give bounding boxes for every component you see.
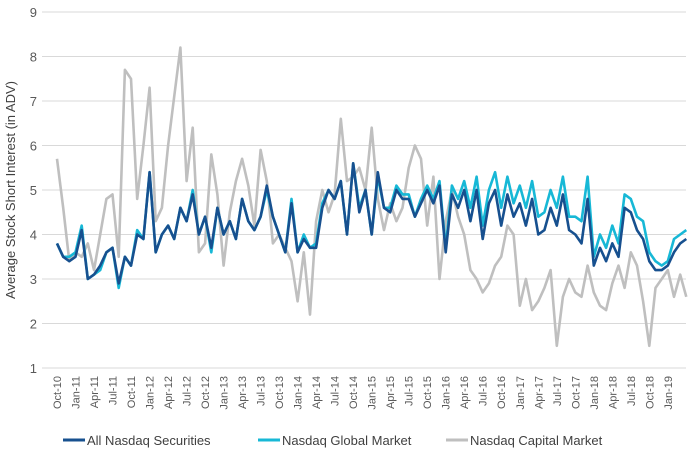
x-tick-label: Jul-15 [404,376,416,406]
x-tick-label: Oct-18 [644,376,656,409]
series-lines [55,46,688,348]
x-tick-label: Jan-18 [589,376,601,410]
x-tick-label: Jul-13 [256,376,268,406]
x-tick-label: Apr-18 [607,376,619,409]
x-tick-label: Apr-13 [237,376,249,409]
x-tick-label: Jul-18 [626,376,638,406]
x-tick-label: Jan-13 [219,376,231,410]
x-tick-label: Apr-17 [533,376,545,409]
x-tick-label: Jan-14 [293,376,305,410]
x-tick-label: Jul-14 [330,376,342,406]
y-axis-title: Average Stock Short Interest (in ADV) [3,81,18,299]
y-tick-label: 6 [30,139,37,154]
series-line-all-nasdaq-securities [55,162,688,285]
y-tick-label: 8 [30,50,37,65]
x-tick-label: Jul-11 [108,376,120,405]
y-axis-ticks: 1 2 3 4 5 6 7 8 9 [30,5,37,376]
x-tick-label: Oct-11 [126,376,138,408]
x-tick-label: Apr-11 [89,376,101,408]
y-tick-label: 1 [30,361,37,376]
y-tick-label: 2 [30,317,37,332]
x-axis-ticks: Oct-10 Jan-11 Apr-11 Jul-11 Oct-11 Jan-12 Apr-… [52,376,675,410]
x-tick-label: Apr-16 [459,376,471,409]
y-tick-label: 9 [30,5,37,20]
x-tick-label: Jan-11 [71,376,83,409]
y-tick-label: 3 [30,272,37,287]
series-line-nasdaq-capital-market [55,46,688,348]
y-tick-label: 7 [30,94,37,109]
y-tick-label: 4 [30,228,37,243]
x-tick-label: Jul-16 [478,376,490,406]
legend-label: Nasdaq Capital Market [470,433,603,448]
x-tick-label: Apr-15 [385,376,397,409]
legend-label: All Nasdaq Securities [87,433,211,448]
x-tick-label: Jan-12 [145,376,157,410]
x-tick-label: Oct-12 [200,376,212,409]
x-tick-label: Apr-12 [163,376,175,409]
x-tick-label: Jul-12 [182,376,194,406]
x-tick-label: Jan-16 [441,376,453,410]
x-tick-label: Oct-16 [496,376,508,409]
x-tick-label: Oct-14 [348,376,360,409]
legend-label: Nasdaq Global Market [282,433,412,448]
x-tick-label: Jul-17 [552,376,564,406]
x-tick-label: Oct-17 [570,376,582,409]
x-tick-label: Oct-15 [422,376,434,409]
y-tick-label: 5 [30,183,37,198]
x-tick-label: Jan-17 [515,376,527,410]
x-tick-label: Oct-13 [274,376,286,409]
x-tick-label: Oct-10 [52,376,64,409]
legend: All Nasdaq Securities Nasdaq Global Marke… [63,433,603,448]
x-tick-label: Jan-19 [663,376,675,410]
x-tick-label: Apr-14 [311,376,323,409]
x-tick-label: Jan-15 [367,376,379,410]
